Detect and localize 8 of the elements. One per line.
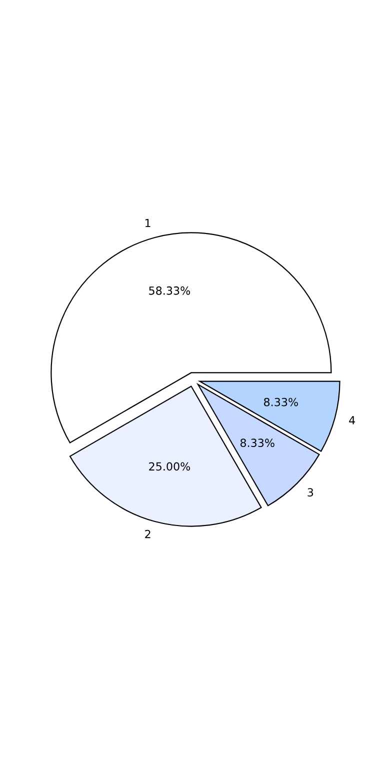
- slice-label: 3: [308, 488, 314, 497]
- data-label: 58.33%: [149, 286, 190, 295]
- slice-label: 1: [145, 218, 150, 228]
- slice-label: 4: [349, 416, 355, 424]
- slice-label: 2: [145, 530, 150, 538]
- data-label: 25.00%: [149, 462, 190, 471]
- data-label: 8.33%: [264, 398, 298, 406]
- data-label: 8.33%: [240, 438, 274, 448]
